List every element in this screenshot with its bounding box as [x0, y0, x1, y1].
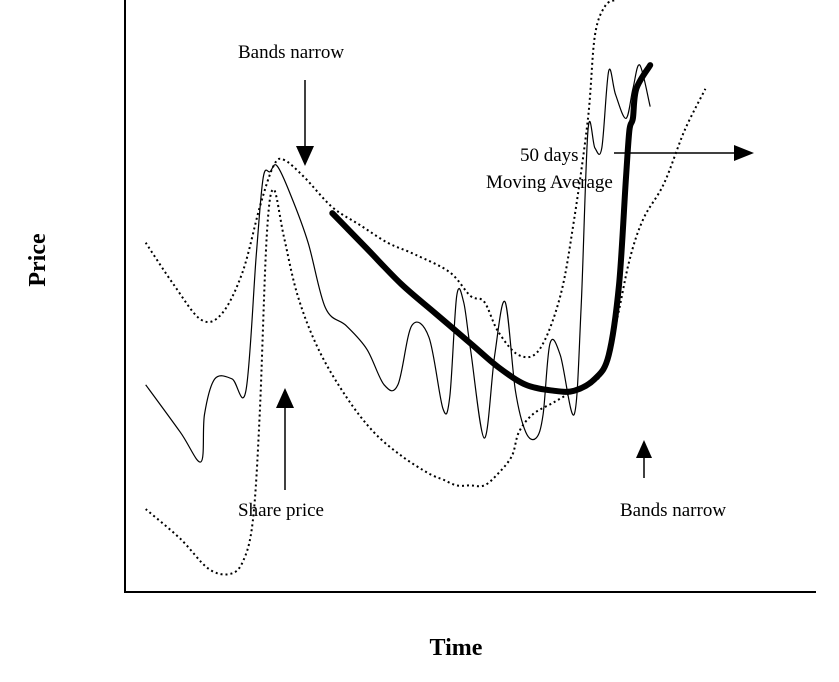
annotation-ma-line1: 50 days [520, 145, 579, 166]
annotation-ma-line2: Moving Average [486, 172, 613, 193]
arrow-bands-narrow-top [296, 80, 314, 166]
annotation-bands-narrow-bottom: Bands narrow [620, 500, 726, 521]
arrow-share-price [276, 388, 294, 490]
series-line-50-days-moving-average [329, 62, 654, 395]
series-line-upper-band [144, 0, 617, 359]
x-axis-label: Time [430, 635, 483, 661]
annotation-share-price: Share price [238, 500, 324, 521]
arrow-moving-average [614, 145, 754, 161]
annotation-bands-narrow-top: Bands narrow [238, 42, 344, 63]
series-line-lower-band [145, 88, 707, 576]
y-axis-label: Price [25, 233, 51, 287]
series-line-share-price [145, 64, 651, 463]
arrow-bands-narrow-bottom [636, 440, 652, 478]
series-layer [144, 0, 707, 576]
